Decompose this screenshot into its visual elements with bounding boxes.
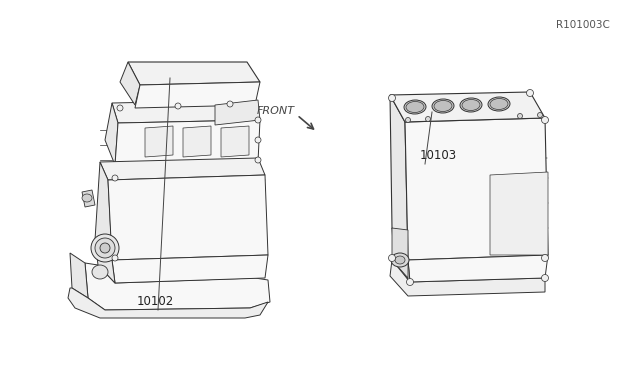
Polygon shape xyxy=(68,288,268,318)
Polygon shape xyxy=(120,62,140,105)
Circle shape xyxy=(255,137,261,143)
Ellipse shape xyxy=(490,99,508,109)
Polygon shape xyxy=(135,82,260,108)
Ellipse shape xyxy=(432,99,454,113)
Circle shape xyxy=(388,254,396,262)
Polygon shape xyxy=(100,158,265,180)
Polygon shape xyxy=(105,103,118,165)
Polygon shape xyxy=(390,92,545,122)
Circle shape xyxy=(406,118,410,122)
Circle shape xyxy=(406,279,413,285)
Text: 10103: 10103 xyxy=(420,149,457,162)
Polygon shape xyxy=(95,162,112,255)
Polygon shape xyxy=(128,62,260,85)
Ellipse shape xyxy=(92,265,108,279)
Ellipse shape xyxy=(404,100,426,114)
Circle shape xyxy=(112,255,118,261)
Polygon shape xyxy=(405,118,548,260)
Polygon shape xyxy=(392,228,410,282)
Circle shape xyxy=(227,101,233,107)
Ellipse shape xyxy=(434,100,452,112)
Ellipse shape xyxy=(460,98,482,112)
Polygon shape xyxy=(115,120,260,165)
Text: R101003C: R101003C xyxy=(556,20,610,30)
Ellipse shape xyxy=(462,99,480,110)
Polygon shape xyxy=(390,260,545,296)
Polygon shape xyxy=(145,126,173,157)
Polygon shape xyxy=(408,255,548,282)
Text: FRONT: FRONT xyxy=(257,106,295,116)
Polygon shape xyxy=(221,126,249,157)
Circle shape xyxy=(527,90,534,96)
Circle shape xyxy=(541,275,548,282)
Polygon shape xyxy=(183,126,211,157)
Ellipse shape xyxy=(82,194,92,202)
Circle shape xyxy=(112,175,118,181)
Polygon shape xyxy=(215,100,260,125)
Circle shape xyxy=(538,112,543,118)
Circle shape xyxy=(541,254,548,262)
Polygon shape xyxy=(390,95,408,255)
Polygon shape xyxy=(392,228,408,278)
Ellipse shape xyxy=(406,102,424,112)
Circle shape xyxy=(255,157,261,163)
Circle shape xyxy=(541,116,548,124)
Ellipse shape xyxy=(91,234,119,262)
Polygon shape xyxy=(70,253,88,298)
Ellipse shape xyxy=(395,256,405,264)
Ellipse shape xyxy=(488,97,510,111)
Text: 10102: 10102 xyxy=(136,295,173,308)
Circle shape xyxy=(175,103,181,109)
Circle shape xyxy=(388,94,396,102)
Circle shape xyxy=(426,116,431,122)
Polygon shape xyxy=(95,240,115,283)
Circle shape xyxy=(117,105,123,111)
Polygon shape xyxy=(82,190,95,207)
Ellipse shape xyxy=(391,253,409,267)
Polygon shape xyxy=(112,255,268,283)
Ellipse shape xyxy=(95,238,115,258)
Ellipse shape xyxy=(100,243,110,253)
Circle shape xyxy=(518,113,522,119)
Polygon shape xyxy=(490,172,548,255)
Polygon shape xyxy=(108,175,268,260)
Polygon shape xyxy=(85,263,270,310)
Circle shape xyxy=(255,117,261,123)
Polygon shape xyxy=(112,100,260,123)
